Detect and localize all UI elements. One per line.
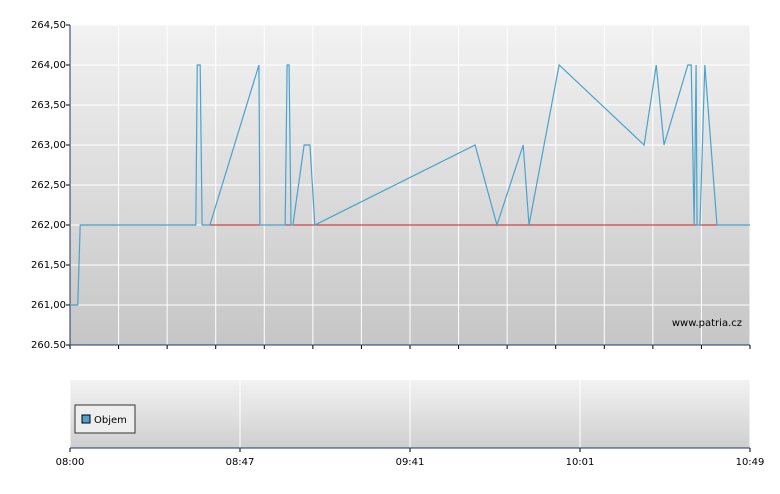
x-tick-label: 10:01: [566, 457, 595, 468]
legend-label: Objem: [94, 415, 127, 426]
y-tick-label: 261,00: [31, 300, 66, 311]
x-tick-label: 08:00: [56, 457, 85, 468]
price-line: [70, 63, 750, 306]
y-tick-label: 262,00: [31, 220, 66, 231]
legend-swatch: [81, 414, 91, 424]
x-tick-label: 09:41: [396, 457, 425, 468]
y-tick-label: 262,50: [31, 180, 66, 191]
x-tick-label: 08:47: [226, 457, 255, 468]
watermark: www.patria.cz: [672, 318, 742, 329]
y-tick-label: 264,00: [31, 60, 66, 71]
x-tick-label: 10:49: [736, 457, 765, 468]
y-tick-label: 264,50: [31, 20, 66, 31]
y-tick-label: 260.50: [31, 340, 66, 351]
y-tick-label: 261,50: [31, 260, 66, 271]
y-tick-label: 263,00: [31, 140, 66, 151]
y-tick-label: 263,50: [31, 100, 66, 111]
